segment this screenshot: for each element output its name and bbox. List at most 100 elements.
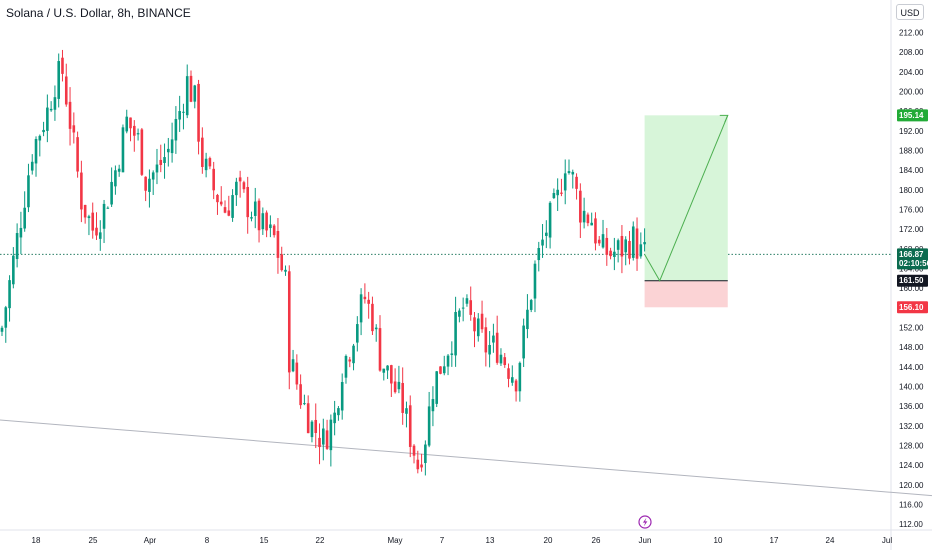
time-tick-label: 13 <box>486 536 495 545</box>
candle-body <box>639 244 643 257</box>
price-tick-label: 200.00 <box>899 87 924 96</box>
candle-body <box>291 359 295 372</box>
candle-body <box>352 345 355 364</box>
candle-body <box>38 135 42 141</box>
lightning-icon[interactable] <box>638 515 652 529</box>
target-price-tag <box>897 109 928 122</box>
projection-layer[interactable] <box>644 114 729 282</box>
stop-price-tag-text: 156.10 <box>899 303 924 312</box>
position-zones-layer[interactable] <box>644 115 728 308</box>
candle-body <box>560 192 563 194</box>
candle-body <box>329 419 333 451</box>
candle-body <box>208 158 212 167</box>
candle-body <box>541 239 544 246</box>
candle-body <box>613 251 616 257</box>
currency-button[interactable]: USD <box>896 4 924 20</box>
price-tick-label: 192.00 <box>899 127 924 136</box>
candle-body <box>439 366 442 374</box>
projection-arrowhead <box>719 114 729 123</box>
price-tick-label: 176.00 <box>899 205 924 214</box>
candle-body <box>15 233 19 260</box>
candle-body <box>552 193 556 199</box>
candle-body <box>27 175 30 208</box>
time-tick-label: 20 <box>544 536 553 545</box>
candle-body <box>163 157 166 163</box>
candle-body <box>484 327 488 353</box>
candle-body <box>476 318 480 337</box>
candle-body <box>624 239 627 253</box>
support-trendline[interactable] <box>0 419 932 506</box>
candle-body <box>511 377 514 383</box>
price-tick-label: 180.00 <box>899 186 924 195</box>
candle-body <box>492 335 495 343</box>
price-tick-label: 136.00 <box>899 402 924 411</box>
candle-body <box>518 362 522 392</box>
time-tick-label: Jul <box>882 536 892 545</box>
current-price-tag-text: 166.87 <box>899 250 924 259</box>
candle-body <box>0 327 4 332</box>
candle-body <box>178 111 181 120</box>
candle-body <box>386 365 389 371</box>
candle-body <box>620 235 624 257</box>
candle-body <box>174 118 178 141</box>
candle-body <box>435 371 438 404</box>
candle-body <box>412 445 416 456</box>
price-tick-label: 184.00 <box>899 166 924 175</box>
candle-body <box>450 353 454 355</box>
candle-body <box>643 242 646 245</box>
candle-body <box>57 61 60 99</box>
target-price-tag-text: 195.14 <box>899 111 924 120</box>
candle-body <box>242 182 246 190</box>
candle-body <box>556 189 559 196</box>
time-tick-label: 26 <box>592 536 601 545</box>
candle-body <box>371 303 374 332</box>
price-tick-label: 140.00 <box>899 382 924 391</box>
candle-body <box>533 263 537 299</box>
candle-body <box>95 227 98 236</box>
candle-body <box>473 317 476 332</box>
candle-body <box>204 158 208 171</box>
time-tick-label: Apr <box>144 536 157 545</box>
candle-body <box>548 202 552 238</box>
candle-body <box>590 222 593 226</box>
candle-body <box>182 111 185 113</box>
candle-body <box>586 214 590 224</box>
candle-body <box>61 57 64 74</box>
candle-body <box>219 201 223 205</box>
candle-body <box>303 403 306 405</box>
candle-body <box>431 399 435 412</box>
candle-body <box>110 181 113 205</box>
candle-body <box>19 227 23 238</box>
candle-body <box>269 224 272 229</box>
candle-body <box>322 428 325 445</box>
loss-zone[interactable] <box>644 280 728 308</box>
current-price-tag <box>897 248 928 270</box>
price-tick-label: 124.00 <box>899 461 924 470</box>
candle-body <box>106 207 110 209</box>
candle-body <box>102 203 106 229</box>
candle-body <box>454 311 457 356</box>
candle-body <box>98 232 102 239</box>
price-tick-label: 148.00 <box>899 343 924 352</box>
projection-path[interactable] <box>644 115 729 282</box>
trendline-layer[interactable] <box>0 419 932 506</box>
candle-body <box>46 107 49 131</box>
time-axis[interactable]: 18 25 Apr 8 15 22 May 7 13 20 26 Jun 10 17 24 Jul <box>32 536 893 545</box>
candle-body <box>424 444 427 464</box>
candle-body <box>197 83 200 142</box>
candle-body <box>597 239 601 244</box>
candle-body <box>401 382 404 413</box>
candle-body <box>344 355 348 378</box>
candle-body <box>167 148 170 153</box>
candle-body <box>465 298 469 304</box>
candle-body <box>287 271 291 373</box>
candle-body <box>628 240 631 259</box>
candle-body <box>571 171 575 175</box>
candle-body <box>340 382 344 411</box>
candle-body <box>359 294 363 323</box>
profit-zone[interactable] <box>644 115 728 281</box>
candle-body <box>306 403 310 434</box>
candle-body <box>499 354 503 364</box>
